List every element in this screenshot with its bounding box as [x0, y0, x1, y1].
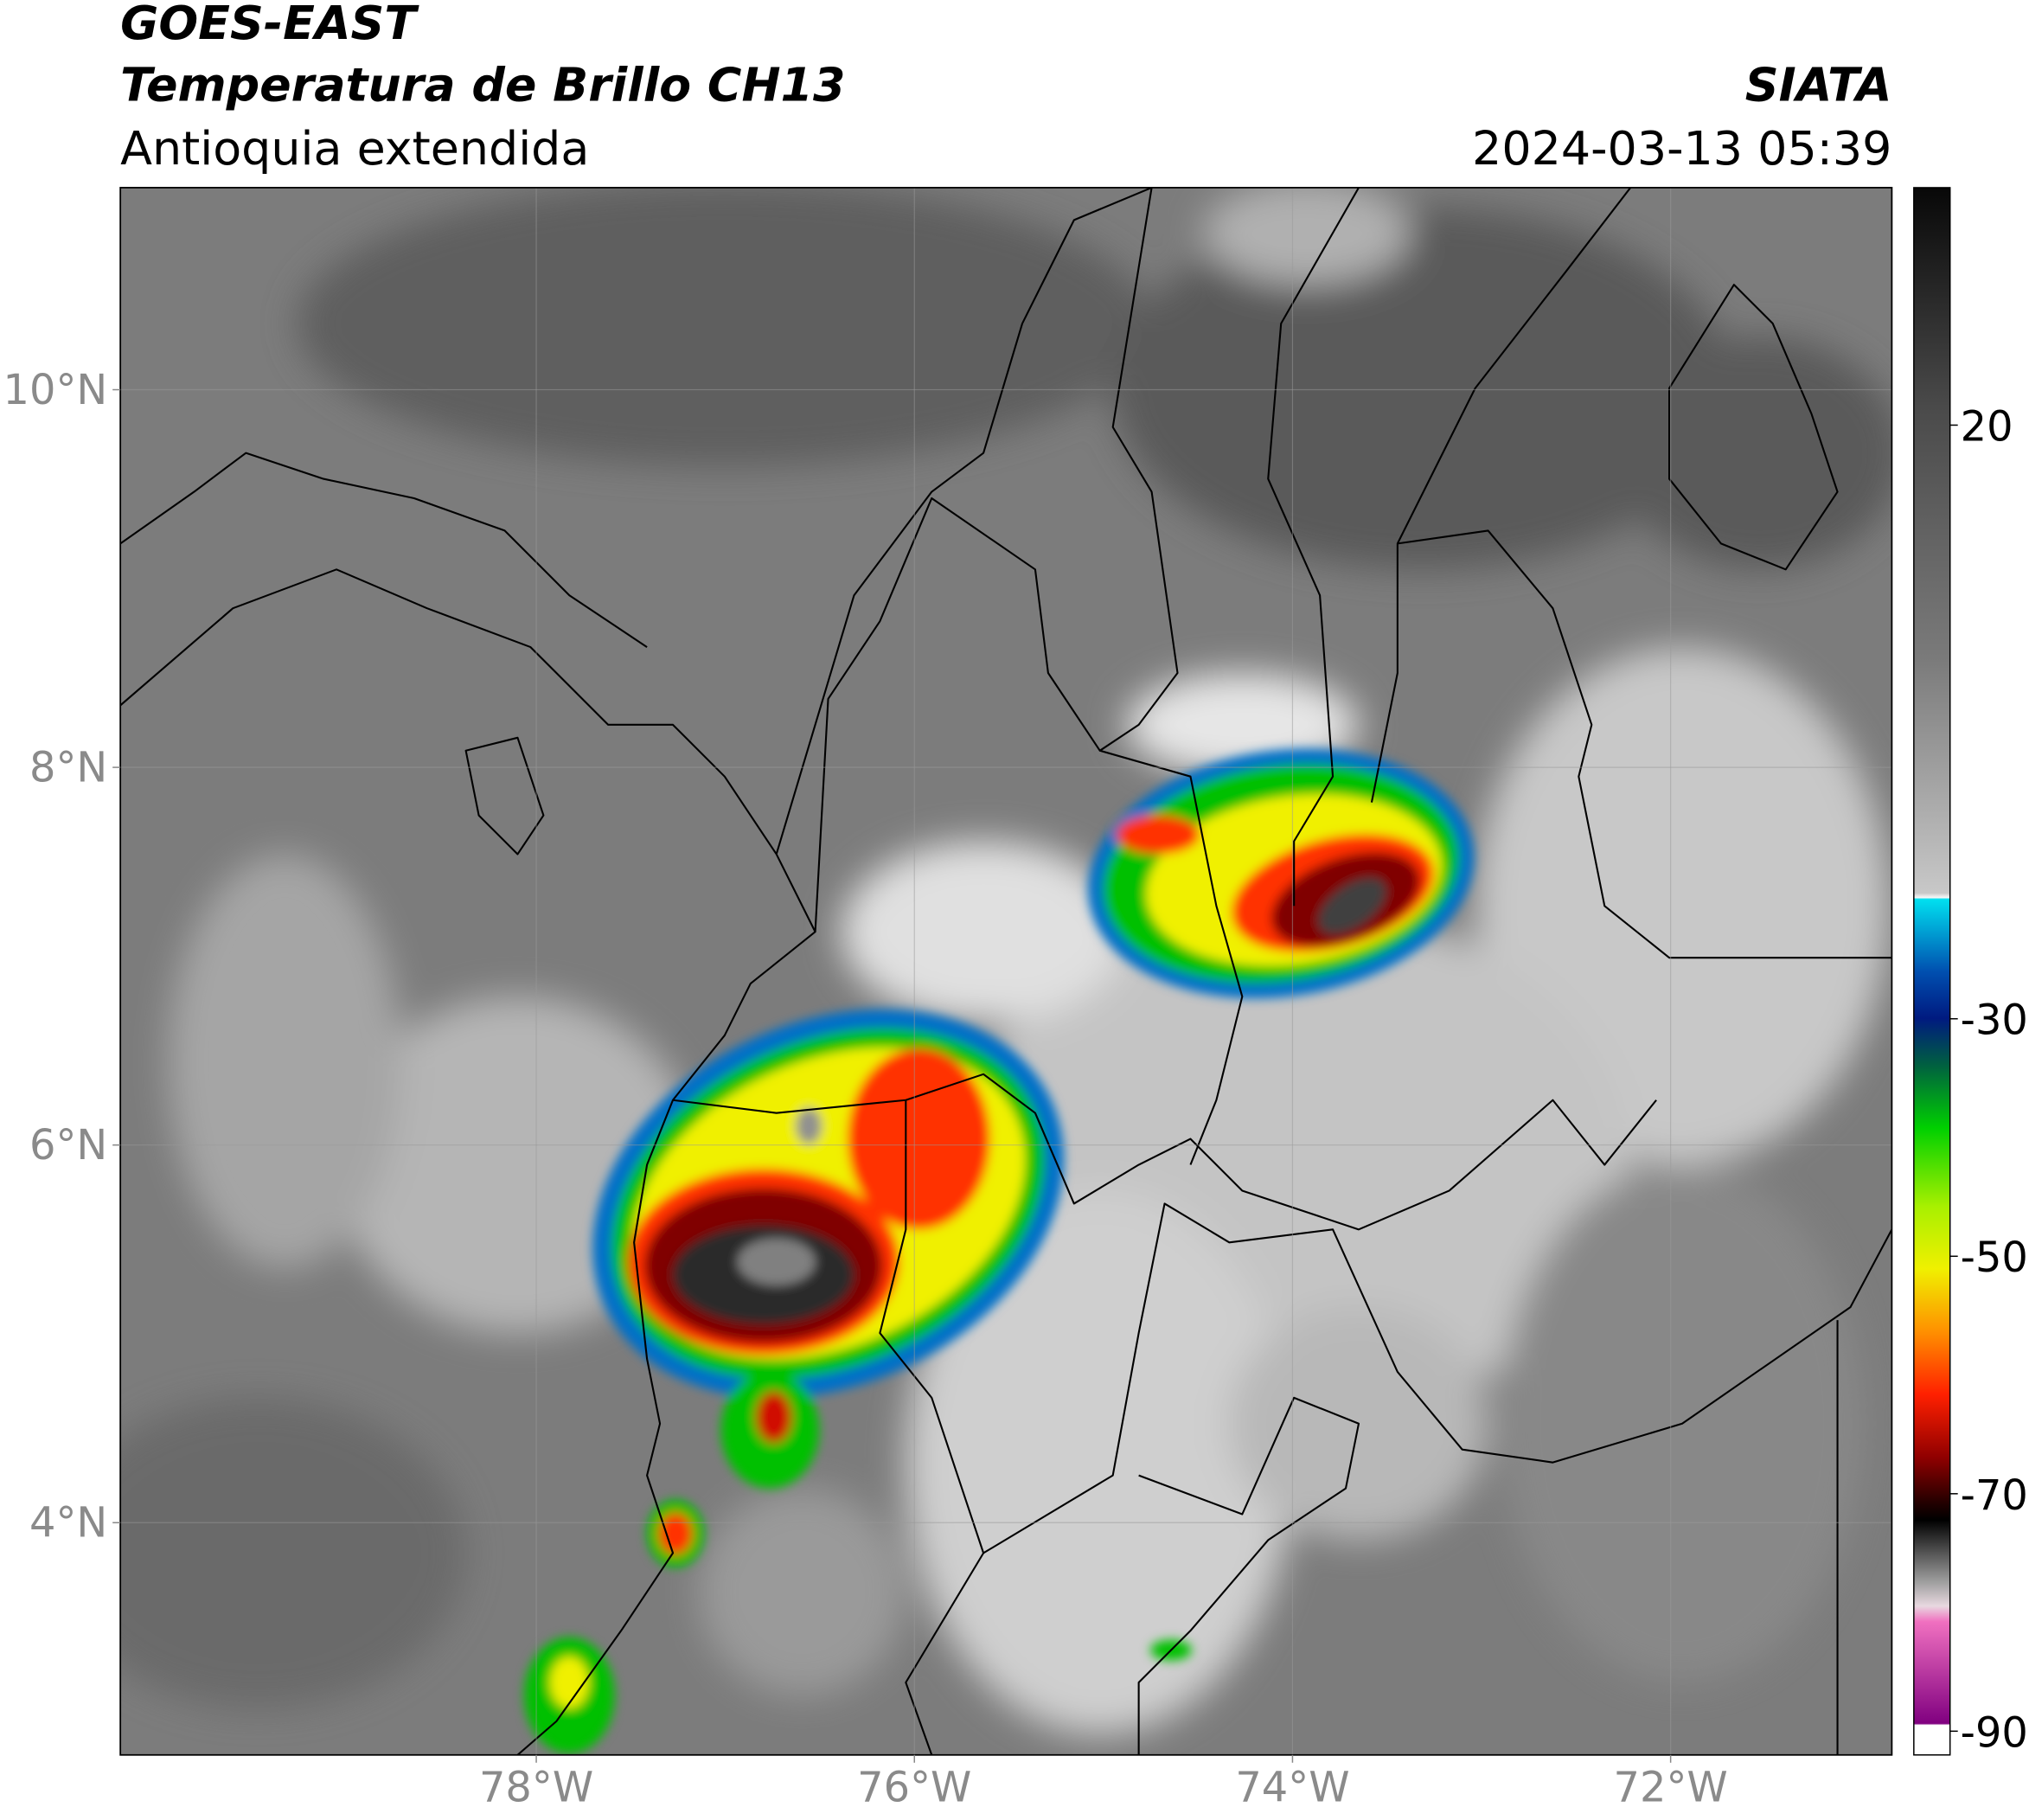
- graticule: [120, 187, 1892, 1755]
- borders: [120, 187, 1892, 1755]
- colorbar-tick-label: -70: [1961, 1472, 2028, 1520]
- x-tick-label: 78°W: [479, 1765, 593, 1812]
- x-tick-label: 72°W: [1614, 1765, 1728, 1812]
- y-tick-label: 8°N: [29, 745, 107, 792]
- storm-northeast: [523, 748, 1475, 1754]
- colorbar-tick-label: 20: [1961, 403, 2013, 451]
- region: Antioquia extendida: [120, 121, 589, 176]
- x-tick-label: 74°W: [1235, 1765, 1349, 1812]
- colorbar-tick-label: -90: [1961, 1709, 2028, 1757]
- y-tick-label: 4°N: [29, 1500, 107, 1548]
- y-tick-label: 10°N: [3, 367, 108, 414]
- y-tick-label: 6°N: [29, 1122, 107, 1170]
- title: GOES-EAST: [120, 0, 419, 50]
- storm-southwest: [592, 1009, 1064, 1489]
- datetime: 2024-03-13 05:39: [1472, 121, 1891, 176]
- x-tick-label: 76°W: [857, 1765, 971, 1812]
- map-image: [120, 187, 1892, 1755]
- subtitle: Temperatura de Brillo CH13: [120, 58, 845, 112]
- colorbar: [1913, 187, 1951, 1756]
- source: SIATA: [1745, 58, 1892, 112]
- colorbar-tick-label: -50: [1961, 1234, 2028, 1282]
- map-frame: [119, 187, 1893, 1756]
- colorbar-tick-label: -30: [1961, 997, 2028, 1045]
